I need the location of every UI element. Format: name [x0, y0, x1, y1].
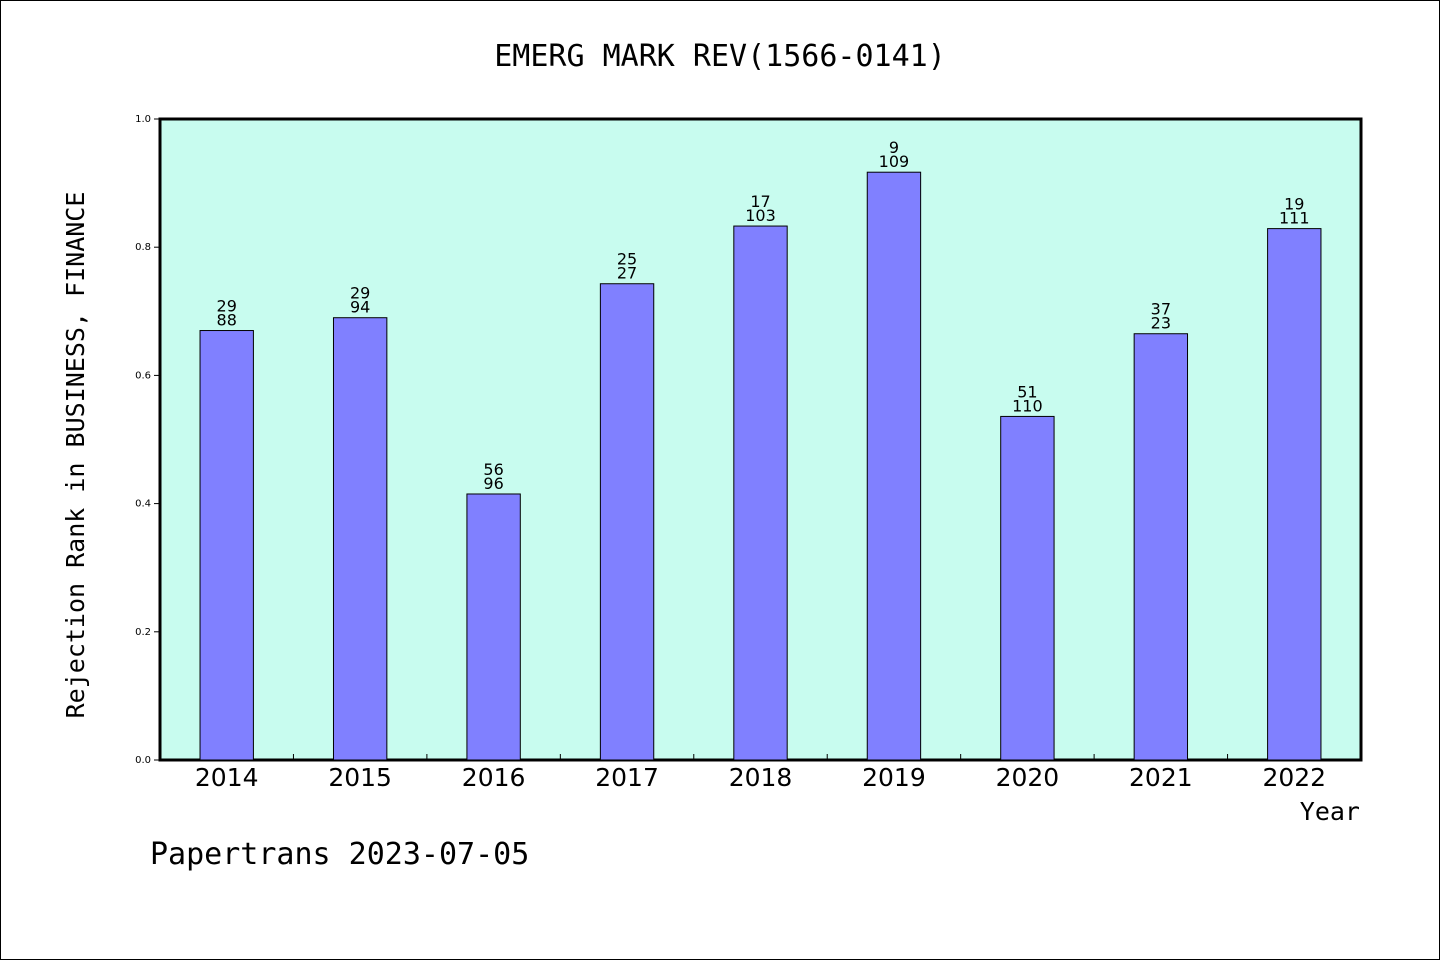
- x-axis-label: Year: [1300, 797, 1360, 826]
- y-tick-label: 0.8: [135, 242, 151, 253]
- x-tick-label: 2019: [862, 763, 926, 792]
- bar: [199, 330, 254, 761]
- chart-title: EMERG MARK REV(1566-0141): [494, 39, 946, 74]
- x-tick-label: 2022: [1262, 763, 1326, 792]
- bar: [733, 225, 788, 761]
- bar-label-top: 19: [1284, 195, 1304, 214]
- x-tick-label: 2021: [1129, 763, 1193, 792]
- x-tick-label: 2017: [595, 763, 659, 792]
- y-tick-label: 0.4: [135, 499, 151, 510]
- bar-label-bottom: 111: [1279, 209, 1310, 228]
- bar-label-bottom: 88: [217, 311, 237, 330]
- x-tick-label: 2020: [996, 763, 1060, 792]
- y-tick-label: 0.6: [135, 370, 151, 381]
- y-tick-label: 0.2: [135, 627, 151, 638]
- bars: [199, 171, 1322, 761]
- bar-label-top: 25: [617, 250, 637, 269]
- y-axis-label: Rejection Rank in BUSINESS, FINANCE: [61, 192, 90, 719]
- bar: [466, 493, 521, 761]
- bar-label-bottom: 109: [879, 152, 910, 171]
- x-tick-label: 2018: [729, 763, 793, 792]
- bar-label-bottom: 96: [483, 474, 503, 493]
- bar: [332, 317, 388, 761]
- footer-text: Papertrans 2023-07-05: [150, 837, 529, 872]
- x-axis: 2014 2015 2016 2017 2018 2019 2020 2021 2022: [195, 754, 1326, 792]
- bar: [599, 283, 655, 761]
- bar-label-top: 29: [350, 284, 370, 303]
- bar: [1000, 415, 1055, 761]
- bar-label-top: 17: [750, 192, 770, 211]
- bar-label-top: 37: [1151, 300, 1171, 319]
- bar-label-top: 9: [889, 138, 899, 157]
- y-axis: 0.0 0.2 0.4 0.6 0.8 1.0: [135, 114, 160, 766]
- y-tick-label: 0.0: [135, 755, 151, 766]
- bar: [1133, 333, 1189, 761]
- bar-label-bottom: 103: [745, 206, 776, 225]
- bar-label-bottom: 110: [1012, 396, 1043, 415]
- x-tick-label: 2015: [328, 763, 392, 792]
- bar-label-top: 29: [217, 297, 237, 316]
- y-tick-label: 1.0: [135, 114, 151, 125]
- x-tick-label: 2014: [195, 763, 259, 792]
- bar: [1267, 228, 1322, 761]
- bar-label-bottom: 94: [350, 298, 370, 317]
- bar: [866, 171, 922, 761]
- bar-label-bottom: 23: [1151, 314, 1171, 333]
- x-tick-label: 2016: [462, 763, 526, 792]
- bar-label-top: 56: [483, 460, 503, 479]
- bar-label-bottom: 27: [617, 264, 637, 283]
- bar-label-top: 51: [1017, 382, 1037, 401]
